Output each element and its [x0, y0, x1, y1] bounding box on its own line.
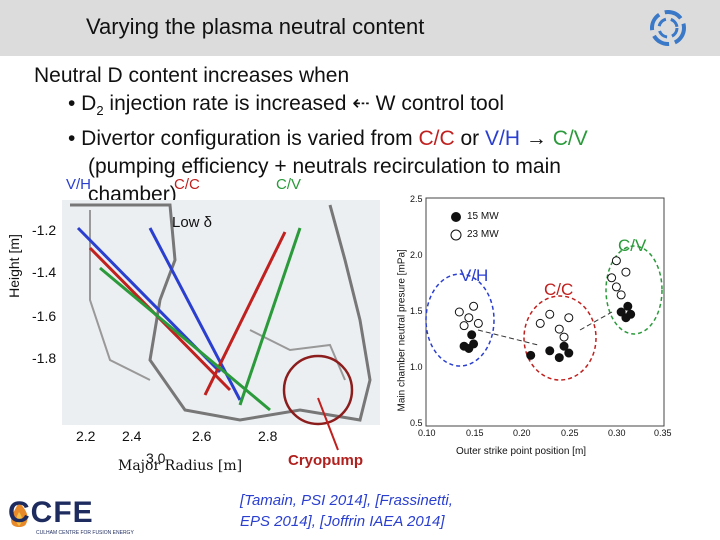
chart-ytick: 1.5	[410, 306, 423, 316]
geometry-xtick: 2.6	[192, 428, 212, 444]
legend-marker-15mw	[451, 212, 461, 222]
ccfe-logo-subtitle: CULHAM CENTRE FOR FUSION ENERGY	[36, 530, 134, 536]
point-23mw	[564, 313, 574, 323]
low-delta-annotation: Low δ	[172, 214, 213, 231]
chart-xlabel: Outer strike point position [m]	[456, 446, 587, 457]
point-15mw	[564, 348, 574, 358]
cc-group-ellipse	[523, 295, 597, 381]
ccfe-logo: CCFE	[8, 496, 94, 529]
vessel-wall	[70, 203, 372, 422]
label-cv: C/V	[276, 176, 302, 193]
point-23mw	[535, 318, 545, 328]
geometry-ytick: -1.2	[32, 222, 57, 238]
point-23mw	[616, 290, 626, 300]
geometry-xtick: 2.8	[258, 428, 278, 444]
point-23mw	[559, 332, 569, 342]
point-15mw	[469, 339, 479, 349]
point-23mw	[469, 301, 479, 311]
right-arrow-icon: →	[520, 127, 553, 151]
chart-xtick: 0.30	[608, 428, 626, 438]
geometry-background	[62, 200, 380, 425]
ring-logo-icon	[650, 10, 686, 46]
chart-xtick: 0.25	[561, 428, 579, 438]
title-bar: Varying the plasma neutral content	[0, 0, 720, 56]
geometry-ytick: -1.4	[32, 264, 57, 280]
point-23mw	[554, 324, 564, 334]
geometry-ytick: -1.8	[32, 350, 57, 366]
point-23mw	[621, 267, 631, 277]
chart-xtick: 0.20	[513, 428, 531, 438]
geometry-ytick: -1.6	[32, 308, 57, 324]
group-label-vh: V/H	[460, 266, 489, 285]
legend-label: 23 MW	[467, 229, 499, 240]
point-15mw	[626, 309, 636, 319]
chart-ytick: 2.0	[410, 250, 423, 260]
group-label-cc: C/C	[544, 280, 574, 299]
point-23mw	[611, 256, 621, 266]
citation-line: EPS 2014], [Joffrin IAEA 2014]	[240, 513, 445, 530]
trend-line-1	[477, 329, 539, 346]
chart-ylabel: Main chamber neutral presure [mPa]	[396, 249, 408, 412]
point-15mw	[526, 350, 536, 360]
label-vh: V/H	[66, 176, 92, 193]
bullet-intro: Neutral D content increases when	[34, 64, 350, 87]
point-15mw	[554, 353, 564, 363]
chart-xtick: 0.15	[466, 428, 484, 438]
point-23mw	[459, 321, 469, 331]
geometry-xtick: 2.4	[122, 428, 142, 444]
trend-line-2	[579, 311, 613, 331]
geometry-xtick: 2.2	[76, 428, 96, 444]
point-15mw	[559, 341, 569, 351]
point-15mw	[623, 301, 633, 311]
chart-ytick: 2.5	[410, 194, 423, 204]
point-23mw	[545, 309, 555, 319]
cv-line-2	[238, 227, 302, 406]
point-15mw	[467, 330, 477, 340]
point-15mw	[545, 346, 555, 356]
chart-ytick: 1.0	[410, 362, 423, 372]
cryopump-circle	[282, 354, 354, 426]
legend-label: 15 MW	[467, 211, 499, 222]
citation-line: [Tamain, PSI 2014], [Frassinetti,	[240, 492, 453, 509]
point-15mw	[616, 307, 626, 317]
citation: [Tamain, PSI 2014], [Frassinetti, EPS 20…	[240, 490, 453, 532]
cryopump-label: Cryopump	[288, 452, 363, 469]
cv-group-ellipse	[605, 245, 663, 335]
bullet-list: Neutral D content increases when • D2 in…	[34, 62, 588, 209]
cryopump-pointer	[317, 397, 339, 451]
cv-line-1	[99, 266, 271, 412]
point-23mw	[473, 318, 483, 328]
left-arrow-icon: ⇠	[352, 92, 370, 115]
bullet-injection: • D2 injection rate is increased ⇠ W con…	[68, 92, 505, 119]
group-label-cv: C/V	[618, 236, 647, 255]
inner-tiles	[89, 210, 151, 381]
ccfe-flame-icon	[11, 502, 28, 527]
chart-xtick: 0.35	[654, 428, 672, 438]
geometry-xtick: 3.0	[146, 450, 166, 466]
chart-points	[454, 256, 636, 363]
bullet-divertor: • Divertor configuration is varied from …	[68, 127, 588, 151]
geometry-xlabel: Major Radius [m]	[118, 458, 243, 474]
label-cc: C/C	[174, 176, 200, 193]
chart-xtick: 0.10	[418, 428, 436, 438]
vh-group-ellipse	[425, 273, 495, 367]
point-23mw	[454, 307, 464, 317]
point-23mw	[607, 273, 617, 283]
point-23mw	[611, 282, 621, 292]
slide-title: Varying the plasma neutral content	[86, 14, 425, 39]
point-23mw	[464, 313, 474, 323]
bullet-divertor-cont: (pumping efficiency + neutrals recircula…	[88, 155, 561, 179]
chart-ytick: 0.5	[410, 418, 423, 428]
legend-marker-23mw	[450, 229, 462, 241]
